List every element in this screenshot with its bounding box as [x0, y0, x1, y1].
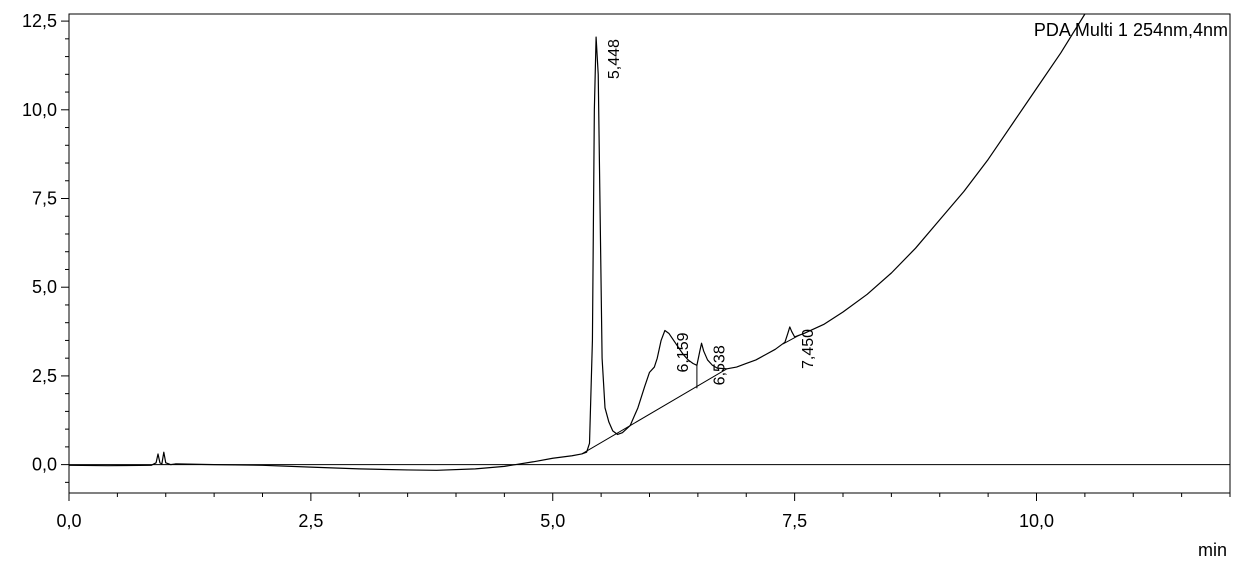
plot-frame [68, 13, 1231, 494]
x-axis: 0,0 2,5 5,0 7,5 10,0 [56, 493, 1231, 531]
y-tick-label: 0,0 [32, 455, 57, 475]
y-tick-label: 2,5 [32, 366, 57, 386]
x-tick-label: 5,0 [540, 511, 565, 531]
y-tick-label: 7,5 [32, 189, 57, 209]
integration-baseline [581, 368, 728, 455]
legend-text: PDA Multi 1 254nm,4nm [1034, 20, 1228, 40]
x-tick-label: 2,5 [298, 511, 323, 531]
x-tick-label: 10,0 [1019, 511, 1054, 531]
x-tick-label: 0,0 [56, 511, 81, 531]
peak-label: 7,450 [800, 329, 817, 369]
y-tick-label: 12,5 [22, 11, 57, 31]
baseline-group [581, 334, 800, 455]
x-axis-unit-label: min [1198, 540, 1227, 560]
integration-baseline [782, 334, 800, 345]
y-tick-label: 5,0 [32, 277, 57, 297]
peak-annotations: 5,448 6,159 6,538 7,450 [606, 39, 817, 385]
peak-label: 5,448 [606, 39, 623, 79]
peak-label: 6,538 [712, 345, 729, 385]
peak-label: 6,159 [675, 332, 692, 372]
y-tick-label: 10,0 [22, 100, 57, 120]
x-tick-label: 7,5 [782, 511, 807, 531]
chromatogram-trace [69, 14, 1086, 471]
series-group [69, 14, 1086, 471]
y-axis: 0,0 2,5 5,0 7,5 10,0 12,5 [22, 11, 69, 483]
